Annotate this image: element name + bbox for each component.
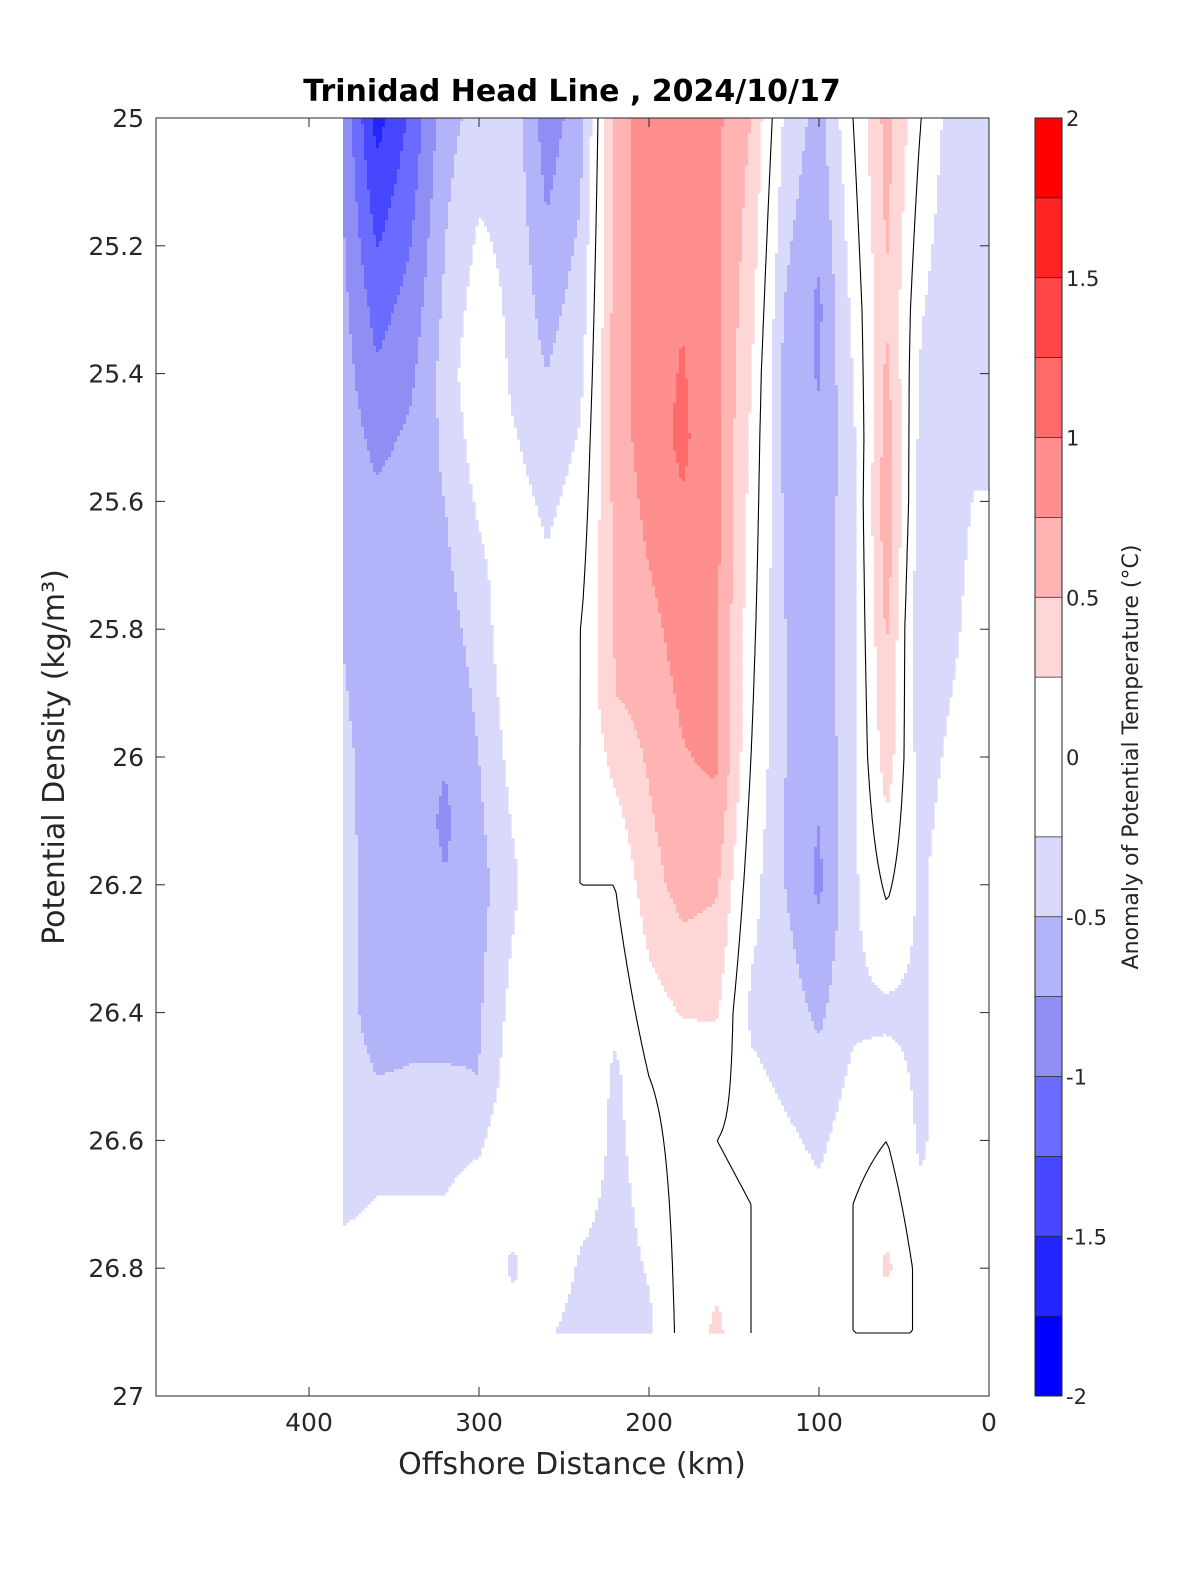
colorbar-band [1035,118,1062,198]
colorbar-band [1035,437,1062,518]
colorbar-tick-label: 0 [1066,746,1079,770]
x-tick-label: 0 [981,1408,997,1437]
colorbar-band [1035,597,1062,678]
colorbar-frame [1034,117,1063,1397]
y-tick-label: 26.8 [88,1254,144,1283]
colorbar-tick-label: 1.5 [1066,267,1099,291]
colorbar-ticks: -2 -1.5 -1 -0.5 0 0.5 1 1.5 2 [1066,107,1107,1409]
colorbar-band [1035,517,1062,598]
colorbar-band [1035,677,1062,837]
colorbar-tick-label: -1.5 [1066,1225,1107,1249]
colorbar-band [1035,996,1062,1077]
x-tick-label: 400 [285,1408,333,1437]
colorbar-band [1035,836,1062,917]
colorbar-tick-label: 1 [1066,427,1079,451]
x-tick-label: 300 [455,1408,503,1437]
y-tick-label: 27 [112,1382,144,1411]
x-tick-label: 200 [625,1408,673,1437]
y-tick-label: 26.4 [88,999,144,1028]
y-tick-label: 25 [112,104,144,133]
colorbar-bands [1035,118,1062,1396]
y-tick-label: 25.6 [88,487,144,516]
x-axis: 400 300 200 100 0 [285,118,997,1437]
plot-area [155,117,990,1397]
colorbar-tick-label: -1 [1066,1066,1087,1090]
x-tick-label: 100 [795,1408,843,1437]
colorbar-band [1035,197,1062,278]
colorbar-band [1035,277,1062,358]
y-tick-label: 26.6 [88,1126,144,1155]
colorbar-tick-label: 2 [1066,107,1079,131]
colorbar-band [1035,1316,1062,1396]
colorbar-tick-label: -0.5 [1066,906,1107,930]
colorbar-band [1035,916,1062,997]
y-tick-label: 25.2 [88,232,144,261]
y-tick-label: 25.8 [88,615,144,644]
y-axis-label: Potential Density (kg/m³) [37,569,72,945]
y-tick-label: 26.2 [88,871,144,900]
colorbar-band [1035,1236,1062,1317]
colorbar: -2 -1.5 -1 -0.5 0 0.5 1 1.5 2 Anomaly of Potenti… [1034,107,1144,1409]
chart-title: Trinidad Head Line , 2024/10/17 [303,74,840,109]
colorbar-tick-label: -2 [1066,1385,1087,1409]
anomaly-field [343,118,989,1334]
y-axis: 25 25.2 25.4 25.6 25.8 26 26.2 26.4 26.6 26.8 27 [88,104,989,1411]
y-tick-label: 26 [112,743,144,772]
y-tick-label: 25.4 [88,360,144,389]
zero-contour-line [579,118,922,1334]
colorbar-label: Anomaly of Potential Temperature (°C) [1119,545,1144,970]
x-axis-label: Offshore Distance (km) [398,1447,746,1482]
colorbar-tick-label: 0.5 [1066,586,1099,610]
colorbar-band [1035,357,1062,438]
colorbar-band [1035,1076,1062,1157]
colorbar-band [1035,1156,1062,1237]
zero-contours [579,118,922,1334]
